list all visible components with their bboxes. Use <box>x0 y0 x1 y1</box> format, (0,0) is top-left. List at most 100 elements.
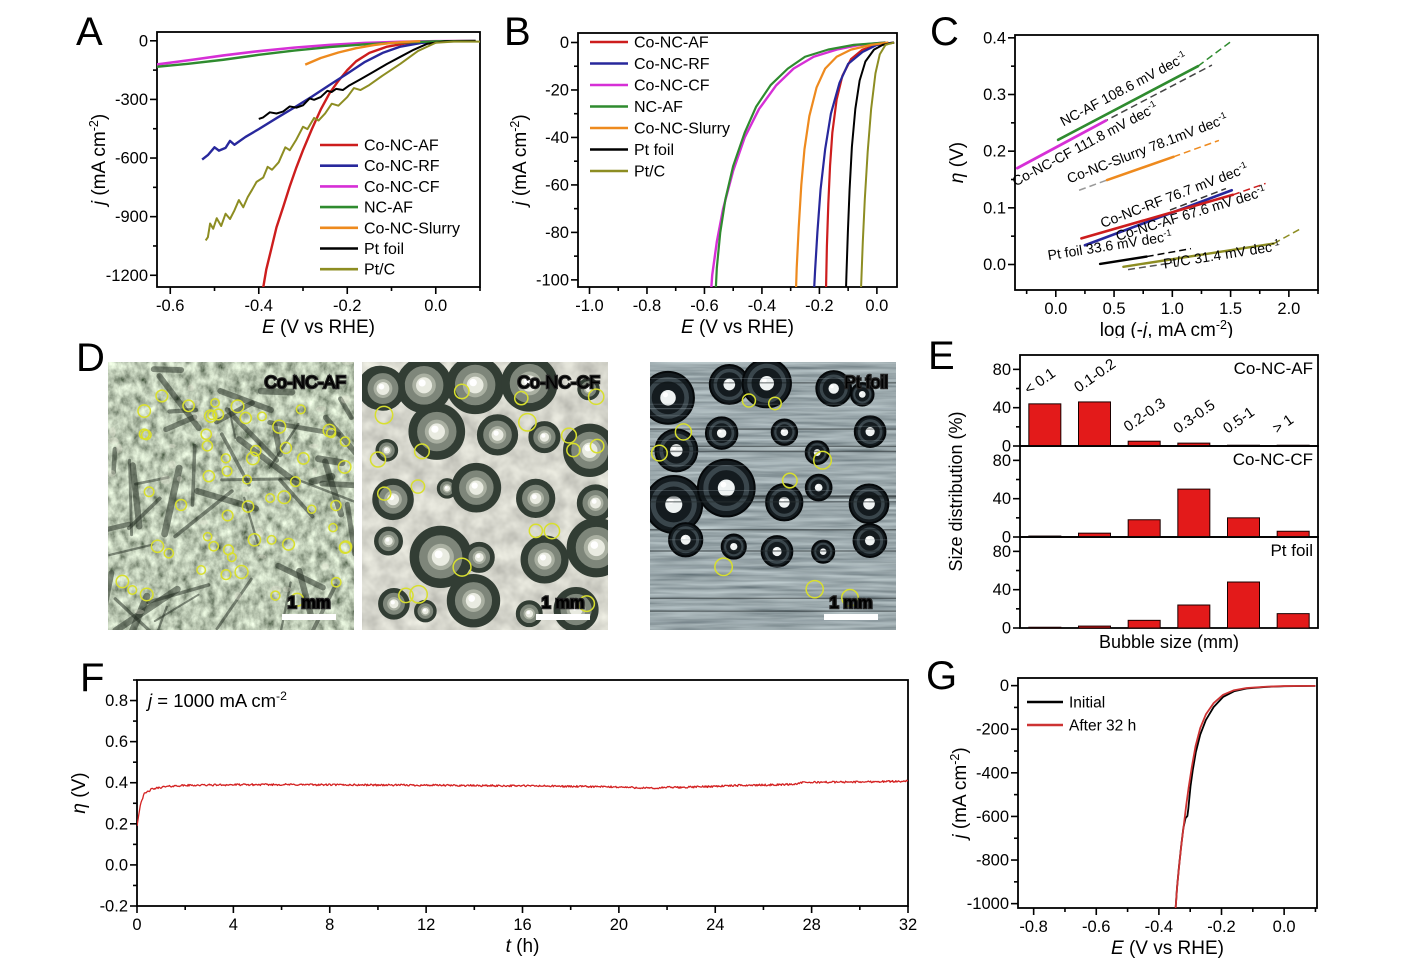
bubble-marker-ring <box>566 442 581 458</box>
svg-text:Initial: Initial <box>1069 695 1105 712</box>
svg-text:0.0: 0.0 <box>1273 918 1296 936</box>
bubble-marker-ring <box>279 441 293 455</box>
panel-letter-b: B <box>504 10 531 54</box>
svg-text:Pt foil: Pt foil <box>634 142 674 159</box>
svg-text:0.0: 0.0 <box>865 297 888 315</box>
panel-d-micrograph-pt-foil: Pt foil 1 mm <box>650 362 896 630</box>
bubble-marker-ring <box>410 479 426 494</box>
svg-text:40: 40 <box>993 581 1011 599</box>
svg-text:j (mA cm-2): j (mA cm-2) <box>87 114 110 208</box>
svg-text:1.5: 1.5 <box>1219 300 1242 318</box>
svg-text:Co-NC-RF: Co-NC-RF <box>634 56 710 73</box>
series-1 <box>1174 684 1316 908</box>
bubble-marker-ring <box>767 396 782 411</box>
bubble <box>741 362 792 409</box>
bubble <box>770 418 799 446</box>
bubble-marker-ring <box>369 451 387 468</box>
bubble <box>362 366 406 411</box>
svg-text:0: 0 <box>1002 529 1011 547</box>
svg-text:-0.8: -0.8 <box>1019 918 1047 936</box>
bubble <box>451 462 502 513</box>
svg-text:-0.4: -0.4 <box>1145 918 1173 936</box>
svg-text:j (mA cm-2): j (mA cm-2) <box>508 114 531 208</box>
svg-text:0.0: 0.0 <box>105 856 128 874</box>
bubble-marker-ring <box>289 476 301 488</box>
svg-text:20: 20 <box>610 916 628 934</box>
bubble <box>848 483 890 525</box>
svg-text:Pt/C 31.4 mV dec-1: Pt/C 31.4 mV dec-1 <box>1162 237 1281 272</box>
bubble <box>704 416 739 450</box>
bubble-marker-ring <box>115 574 130 589</box>
panel-a-polarization-chart: -0.6 -0.4 -0.2 0.0 0 -300 -600 -900 -1200 E (V vs… <box>87 31 481 338</box>
svg-text:Co-NC-AF: Co-NC-AF <box>264 372 346 392</box>
svg-text:0: 0 <box>132 916 141 934</box>
svg-text:Co-NC-CF: Co-NC-CF <box>517 372 600 392</box>
svg-text:-40: -40 <box>545 129 569 147</box>
bubble-marker-ring <box>781 472 798 489</box>
scale-bar <box>824 614 878 620</box>
micrograph-features <box>650 362 896 624</box>
svg-text:-80: -80 <box>545 224 569 242</box>
bubble <box>853 415 887 448</box>
series <box>710 41 895 287</box>
svg-text:-0.2: -0.2 <box>1207 918 1235 936</box>
bubble-marker-ring <box>453 383 470 400</box>
svg-text:0: 0 <box>139 32 148 50</box>
bubble-marker-ring <box>239 411 253 425</box>
svg-text:0: 0 <box>560 34 569 52</box>
legend: Co-NC-AF Co-NC-RF Co-NC-CF NC-AF Co-NC-Slurr… <box>590 35 730 181</box>
svg-text:0: 0 <box>1000 677 1009 695</box>
bubble-marker-ring <box>201 440 214 452</box>
panel-e-bubble-size-bars: 0 40 80 < 0.1 0.1-0.20.2-0.3 0.3-0.5 0.5-1 > 1 C… <box>946 354 1319 652</box>
bar <box>1227 517 1260 538</box>
bubble-marker-ring <box>513 390 529 406</box>
svg-text:32: 32 <box>899 916 917 934</box>
svg-text:η (V): η (V) <box>947 142 968 183</box>
panel-b-polarization-zoom-chart: -1.0 -0.8 -0.6 -0.4 -0.2 0.0 0 -20 -40 -60 -80 -100… <box>508 32 898 338</box>
svg-text:40: 40 <box>993 490 1011 508</box>
bar-subplots: 0 40 80 < 0.1 0.1-0.20.2-0.3 0.3-0.5 0.5-1 > 1 C… <box>946 354 1319 652</box>
svg-text:1 mm: 1 mm <box>287 594 330 612</box>
panel-letter-g: G <box>926 654 958 698</box>
svg-text:-0.6: -0.6 <box>690 297 718 315</box>
svg-text:0.2-0.3: 0.2-0.3 <box>1121 395 1169 436</box>
svg-text:E (V vs RHE): E (V vs RHE) <box>681 317 794 338</box>
tafel-lines: NC-AF 108.6 mV dec-1Co-NC-CF 111.8 mV de… <box>1009 41 1301 272</box>
svg-text:-0.2: -0.2 <box>100 898 128 916</box>
bubble-marker-ring <box>452 557 472 577</box>
bubble-marker-ring <box>137 404 152 419</box>
series-4 <box>304 39 421 66</box>
bubble-marker-ring <box>528 523 544 539</box>
svg-text:Co-NC-AF: Co-NC-AF <box>1234 359 1313 378</box>
legend: Co-NC-AF Co-NC-RF Co-NC-CF NC-AF Co-NC-Slurr… <box>320 138 460 279</box>
bubble-marker-ring <box>295 404 306 415</box>
bubble-marker-ring <box>543 522 561 540</box>
bubble-marker-ring <box>140 429 152 441</box>
bubble-marker-ring <box>212 408 225 421</box>
svg-text:Co-NC-AF: Co-NC-AF <box>364 138 439 155</box>
svg-text:> 1: > 1 <box>1270 411 1297 437</box>
svg-text:Bubble size (mm): Bubble size (mm) <box>1099 632 1239 652</box>
svg-text:Pt foil: Pt foil <box>1270 541 1313 560</box>
bubble-marker-ring <box>338 541 352 555</box>
svg-text:Pt foil 33.6 mV dec-1: Pt foil 33.6 mV dec-1 <box>1046 227 1173 263</box>
svg-text:Co-NC-CF: Co-NC-CF <box>364 179 440 196</box>
bar <box>1028 626 1062 629</box>
svg-text:-1.0: -1.0 <box>575 297 603 315</box>
bubble <box>375 438 399 462</box>
panel-d-micrograph-co-nc-cf: Co-NC-CF 1 mm <box>362 362 608 630</box>
svg-text:-900: -900 <box>115 208 148 226</box>
svg-text:-100: -100 <box>536 271 569 289</box>
bubble <box>476 414 519 456</box>
svg-text:0: 0 <box>1002 620 1011 638</box>
svg-text:-20: -20 <box>545 81 569 99</box>
bubble <box>811 539 836 564</box>
micrograph-features <box>108 362 354 630</box>
bubble-marker-ring <box>270 590 281 601</box>
bubble <box>378 587 410 620</box>
svg-text:0.4: 0.4 <box>105 774 128 792</box>
bubble-marker-ring <box>650 444 668 462</box>
bubble-marker-ring <box>413 443 431 460</box>
svg-text:-0.2: -0.2 <box>333 297 361 315</box>
panel-c-tafel-chart: 0.0 0.5 1.0 1.5 2.0 0.0 0.1 0.2 0.3 0.4 log (-j, m… <box>947 29 1319 338</box>
